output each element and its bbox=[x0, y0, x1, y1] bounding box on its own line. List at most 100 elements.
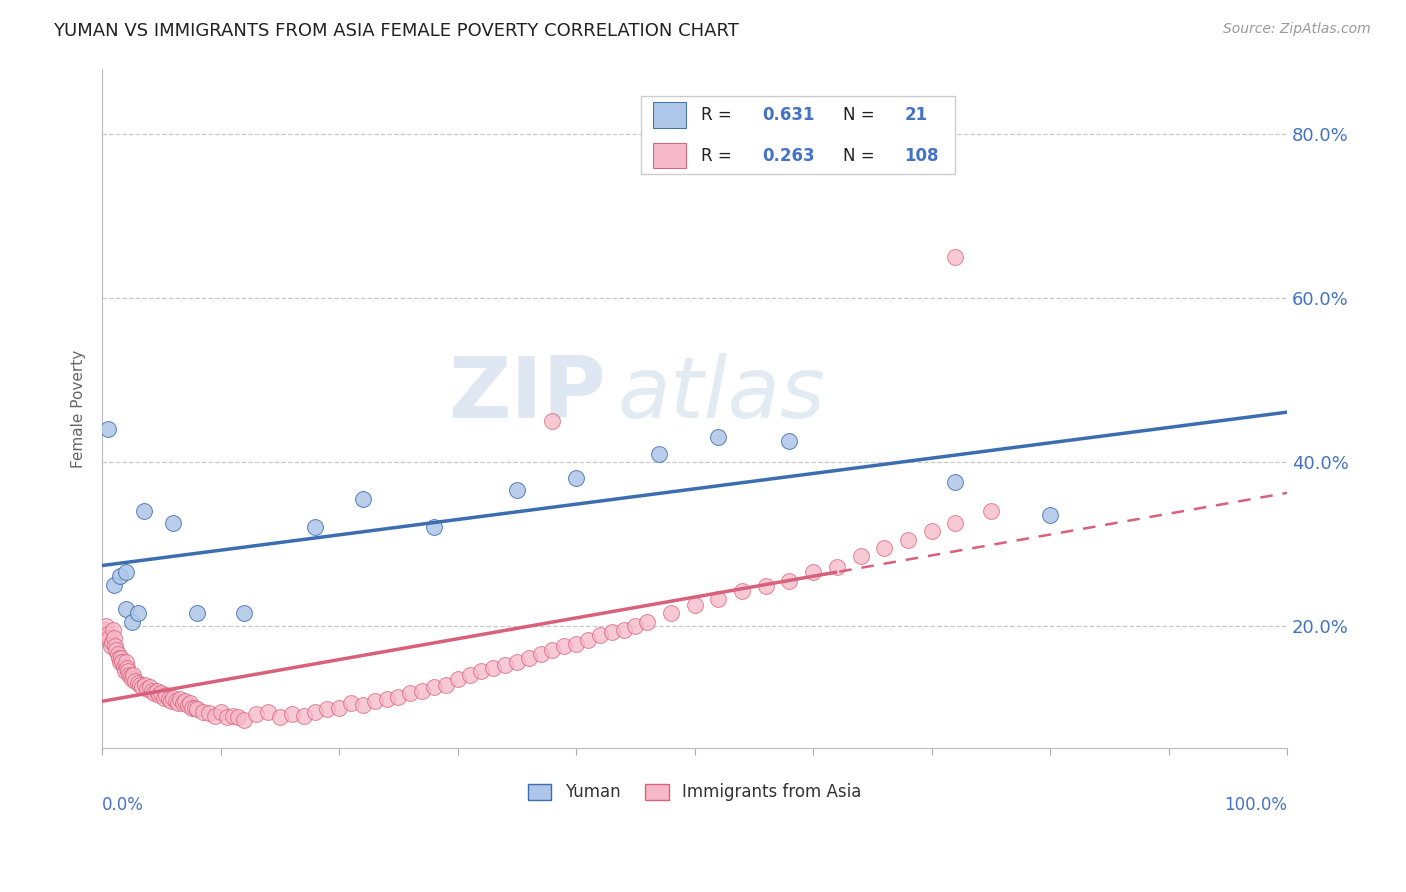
Text: YUMAN VS IMMIGRANTS FROM ASIA FEMALE POVERTY CORRELATION CHART: YUMAN VS IMMIGRANTS FROM ASIA FEMALE POV… bbox=[53, 22, 740, 40]
FancyBboxPatch shape bbox=[641, 95, 955, 174]
Point bbox=[111, 656, 134, 670]
Legend: Yuman, Immigrants from Asia: Yuman, Immigrants from Asia bbox=[522, 777, 868, 808]
Point bbox=[801, 566, 824, 580]
Point bbox=[980, 504, 1002, 518]
Point bbox=[115, 602, 138, 616]
Text: Source: ZipAtlas.com: Source: ZipAtlas.com bbox=[1223, 22, 1371, 37]
Point bbox=[104, 639, 127, 653]
Point bbox=[778, 434, 800, 449]
Point bbox=[129, 677, 152, 691]
Point bbox=[873, 541, 896, 555]
Point bbox=[423, 680, 446, 694]
Point bbox=[107, 647, 129, 661]
Point bbox=[328, 700, 350, 714]
Point bbox=[352, 491, 374, 506]
Point bbox=[176, 698, 198, 712]
Point bbox=[165, 694, 187, 708]
Point bbox=[458, 667, 481, 681]
Point bbox=[124, 674, 146, 689]
Point bbox=[162, 516, 184, 531]
Point bbox=[136, 682, 159, 697]
Point bbox=[1039, 508, 1062, 522]
Point bbox=[281, 707, 304, 722]
Point bbox=[423, 520, 446, 534]
Point bbox=[943, 516, 966, 531]
Point bbox=[636, 615, 658, 629]
Point bbox=[183, 700, 205, 714]
Point bbox=[316, 702, 339, 716]
Point bbox=[209, 705, 232, 719]
Point bbox=[233, 713, 256, 727]
Point bbox=[115, 656, 138, 670]
Point bbox=[169, 692, 191, 706]
Point bbox=[93, 623, 115, 637]
Point bbox=[482, 661, 505, 675]
Point bbox=[755, 579, 778, 593]
Point bbox=[120, 669, 142, 683]
Point bbox=[825, 559, 848, 574]
Point bbox=[434, 677, 457, 691]
Point bbox=[174, 694, 197, 708]
Point bbox=[107, 651, 129, 665]
Point bbox=[648, 446, 671, 460]
Point bbox=[127, 607, 149, 621]
Point bbox=[215, 710, 238, 724]
Point bbox=[97, 422, 120, 436]
Point bbox=[112, 659, 135, 673]
Point bbox=[148, 688, 170, 702]
Text: N =: N = bbox=[842, 146, 880, 164]
Point bbox=[121, 672, 143, 686]
Point bbox=[364, 694, 387, 708]
Point bbox=[411, 684, 433, 698]
Point bbox=[221, 708, 243, 723]
Point bbox=[131, 680, 153, 694]
Point bbox=[138, 680, 160, 694]
Point bbox=[103, 631, 125, 645]
Point bbox=[530, 647, 553, 661]
Point bbox=[340, 697, 363, 711]
Point bbox=[506, 483, 529, 498]
Point bbox=[541, 414, 564, 428]
Point bbox=[145, 684, 167, 698]
Point bbox=[97, 627, 120, 641]
Point bbox=[269, 710, 291, 724]
Point bbox=[100, 635, 122, 649]
Point bbox=[181, 700, 204, 714]
Point bbox=[943, 475, 966, 490]
Point bbox=[191, 705, 214, 719]
Point bbox=[96, 631, 118, 645]
Point bbox=[624, 618, 647, 632]
Text: N =: N = bbox=[842, 106, 880, 124]
Point bbox=[103, 577, 125, 591]
Point bbox=[105, 643, 128, 657]
Point bbox=[160, 694, 183, 708]
Point bbox=[304, 705, 326, 719]
Y-axis label: Female Poverty: Female Poverty bbox=[72, 350, 86, 467]
Text: 21: 21 bbox=[904, 106, 928, 124]
Point bbox=[576, 633, 599, 648]
Point bbox=[134, 677, 156, 691]
Point bbox=[179, 697, 201, 711]
Point bbox=[150, 686, 173, 700]
Point bbox=[707, 430, 730, 444]
Text: atlas: atlas bbox=[617, 353, 825, 436]
Text: R =: R = bbox=[700, 106, 737, 124]
Point bbox=[117, 664, 139, 678]
Point bbox=[304, 520, 326, 534]
Bar bbox=[654, 143, 686, 169]
Point bbox=[778, 574, 800, 588]
Point bbox=[115, 661, 138, 675]
Point bbox=[141, 684, 163, 698]
Point bbox=[659, 607, 682, 621]
Point bbox=[921, 524, 943, 539]
Point bbox=[122, 667, 145, 681]
Point bbox=[565, 471, 588, 485]
Point bbox=[375, 692, 398, 706]
Point bbox=[94, 618, 117, 632]
Point bbox=[172, 697, 194, 711]
Point bbox=[399, 686, 422, 700]
Point bbox=[143, 686, 166, 700]
Point bbox=[228, 710, 250, 724]
Point bbox=[186, 607, 208, 621]
Point bbox=[541, 643, 564, 657]
